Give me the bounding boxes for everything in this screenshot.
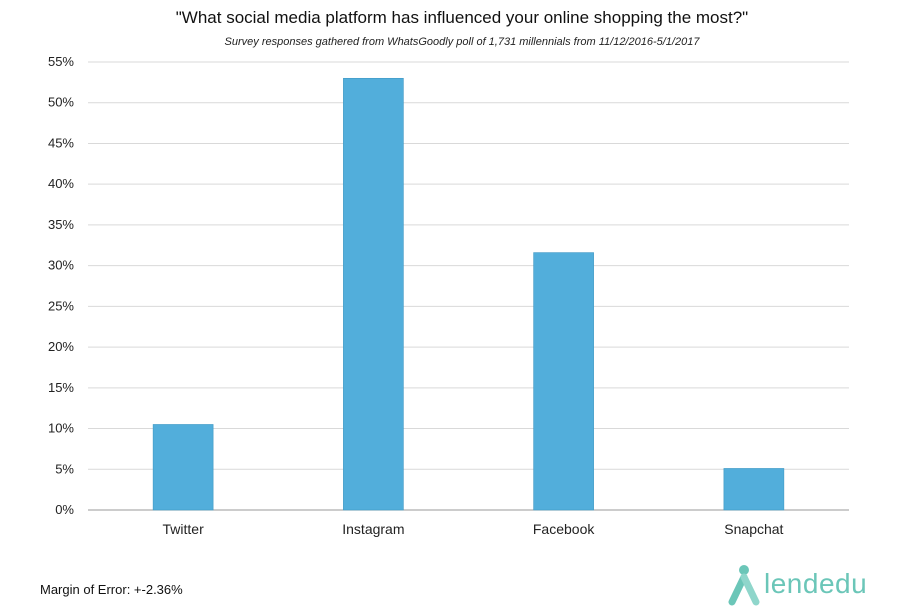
x-tick-label: Facebook xyxy=(533,521,595,537)
y-tick-label: 25% xyxy=(48,298,74,313)
y-tick-label: 10% xyxy=(48,421,74,436)
y-tick-label: 15% xyxy=(48,380,74,395)
y-axis-ticks: 0% 5% 10% 15% 20% 25% 30% 35% 40% 45% 50% 55% xyxy=(48,54,74,517)
bar-instagram[interactable] xyxy=(343,77,404,511)
bar-snapchat[interactable] xyxy=(723,468,785,511)
lendedu-logo[interactable]: lendedu xyxy=(726,562,867,606)
bars xyxy=(152,77,785,511)
y-tick-label: 45% xyxy=(48,135,74,150)
y-tick-label: 50% xyxy=(48,95,74,110)
y-tick-label: 5% xyxy=(55,461,74,476)
chart-subtitle: Survey responses gathered from WhatsGood… xyxy=(224,36,700,48)
x-tick-label: Instagram xyxy=(342,521,404,537)
bar-twitter[interactable] xyxy=(152,424,214,511)
y-tick-label: 30% xyxy=(48,258,74,273)
y-tick-label: 20% xyxy=(48,339,74,354)
bar-chart: 0% 5% 10% 15% 20% 25% 30% 35% 40% 45% 50% 55% Twitt… xyxy=(48,54,849,537)
x-tick-label: Snapchat xyxy=(724,521,783,537)
lendedu-logo-icon xyxy=(728,565,760,606)
bar-facebook[interactable] xyxy=(533,252,594,511)
gridlines xyxy=(88,61,849,511)
y-tick-label: 35% xyxy=(48,217,74,232)
y-tick-label: 40% xyxy=(48,176,74,191)
y-tick-label: 0% xyxy=(55,502,74,517)
brand-name: lendedu xyxy=(764,568,868,599)
x-tick-label: Twitter xyxy=(163,521,205,537)
chart-title: "What social media platform has influenc… xyxy=(175,8,749,27)
margin-of-error: Margin of Error: +-2.36% xyxy=(40,582,183,597)
y-tick-label: 55% xyxy=(48,54,74,69)
x-axis-ticks: Twitter Instagram Facebook Snapchat xyxy=(163,521,784,537)
